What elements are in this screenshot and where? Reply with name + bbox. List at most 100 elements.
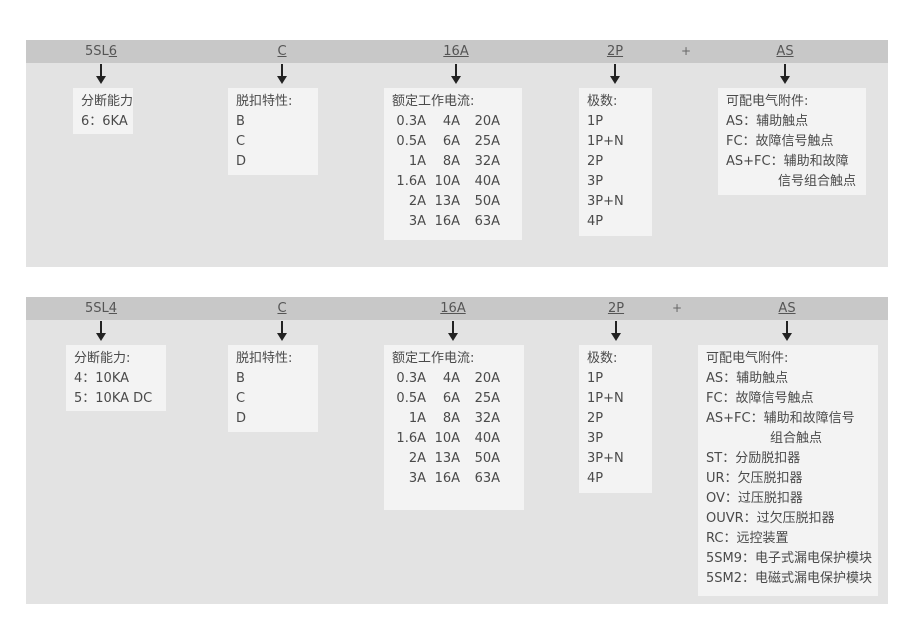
box-item: AS+FC：辅助和故障信号: [706, 411, 855, 426]
rated-current-value: 1A: [408, 411, 426, 426]
box-title: 脱扣特性:: [236, 94, 293, 109]
pole-list-box: 极数: 1P 1P+N 2P 3P 3P+N 4P: [579, 88, 652, 236]
rated-current-value: 32A: [474, 154, 500, 169]
box-item: 1P: [587, 114, 604, 129]
box-item: 3P: [587, 174, 604, 189]
rated-current-value: 8A: [442, 154, 460, 169]
curve-code-text: C: [277, 44, 287, 59]
box-item: AS+FC：辅助和故障: [726, 154, 849, 169]
box-item: C: [236, 134, 246, 149]
curve-code: C: [277, 44, 286, 59]
pole-list-box: 极数: 1P 1P+N 2P 3P 3P+N 4P: [579, 345, 652, 493]
rated-current-value: 40A: [474, 174, 500, 189]
rated-current-value: 1.6A: [396, 431, 426, 446]
model-prefix: 5SL: [84, 301, 109, 316]
rated-current-value: 20A: [474, 114, 500, 129]
model-code: 5SL6: [85, 44, 117, 59]
rated-current-value: 20A: [474, 371, 500, 386]
trip-box: 脱扣特性: B C D: [228, 345, 318, 432]
rated-current-value: 16A: [434, 214, 460, 229]
box-item: 4P: [587, 214, 604, 229]
current-code-text: 16A: [443, 44, 469, 59]
poles-code: 2P: [607, 44, 623, 59]
rated-current-table: 0.3A 4A 20A 0.5A 6A 25A 1A 8A 32A 1.6A 10A 40A 2A 13A…: [392, 369, 516, 489]
box-title: 可配电气附件:: [726, 94, 809, 109]
breaking-box: 分断能力: 4：10KA 5：10KA DC: [66, 345, 166, 411]
rated-current-value: 25A: [474, 134, 500, 149]
curve-code: C: [277, 301, 286, 316]
rated-current-value: 13A: [434, 451, 460, 466]
box-item: D: [236, 411, 247, 426]
box-item: B: [236, 371, 245, 386]
box-item: 4P: [587, 471, 604, 486]
rated-current-value: 0.3A: [396, 371, 426, 386]
current-code: 16A: [443, 44, 468, 59]
box-item: 信号组合触点: [778, 174, 857, 189]
rated-current-value: 16A: [434, 471, 460, 486]
rated-current-value: 0.5A: [396, 134, 426, 149]
current-code: 16A: [440, 301, 465, 316]
rated-current-value: 4A: [442, 371, 460, 386]
accessory-code-text: AS: [778, 301, 796, 316]
trip-box: 脱扣特性: B C D: [228, 88, 318, 175]
box-item: OV：过压脱扣器: [706, 491, 803, 506]
model-panel: 5SL6 C 16A 2P AS + 分断能力 6：6KA 脱扣特性: B C D 额定工作电流: 0.3…: [26, 40, 888, 267]
box-item: 1P+N: [587, 134, 624, 149]
acc-list-box: 可配电气附件: AS：辅助触点 FC：故障信号触点 AS+FC：辅助和故障信号 组合触点…: [698, 345, 878, 596]
breaking-box: 分断能力 6：6KA: [73, 88, 133, 134]
box-item: OUVR：过欠压脱扣器: [706, 511, 835, 526]
rated-current-value: 13A: [434, 194, 460, 209]
rated-current-value: 32A: [474, 411, 500, 426]
rated-current-value: 3A: [408, 214, 426, 229]
box-item: UR：欠压脱扣器: [706, 471, 803, 486]
box-item: 5：10KA DC: [74, 391, 153, 406]
box-item: 4：10KA: [74, 371, 130, 386]
box-item: FC：故障信号触点: [706, 391, 814, 406]
rated-current-value: 6A: [442, 391, 460, 406]
model-prefix: 5SL: [84, 44, 109, 59]
box-item: 1P+N: [587, 391, 624, 406]
box-item: ST：分励脱扣器: [706, 451, 801, 466]
accessory-code: AS: [778, 301, 795, 316]
box-item: 组合触点: [770, 431, 823, 446]
model-code: 5SL4: [85, 301, 117, 316]
box-title: 脱扣特性:: [236, 351, 293, 366]
rated-current-value: 50A: [474, 451, 500, 466]
box-title: 分断能力: [81, 94, 134, 109]
box-item: 5SM2：电磁式漏电保护模块: [706, 571, 873, 586]
rated-current-value: 10A: [434, 174, 460, 189]
poles-code-text: 2P: [606, 44, 624, 59]
box-item: C: [236, 391, 246, 406]
rated-box: 额定工作电流: 0.3A 4A 20A 0.5A 6A 25A 1A 8A 32A 1.6A 10A 4…: [384, 345, 524, 510]
box-item: B: [236, 114, 245, 129]
accessory-code-text: AS: [776, 44, 794, 59]
current-code-text: 16A: [440, 301, 466, 316]
box-item: FC：故障信号触点: [726, 134, 834, 149]
rated-current-value: 8A: [442, 411, 460, 426]
rated-current-value: 0.3A: [396, 114, 426, 129]
rated-current-value: 63A: [474, 471, 500, 486]
rated-current-value: 0.5A: [396, 391, 426, 406]
poles-code: 2P: [608, 301, 624, 316]
rated-current-value: 50A: [474, 194, 500, 209]
plus-sign: +: [671, 301, 683, 315]
model-panel: 5SL4 C 16A 2P AS + 分断能力: 4：10KA 5：10KA DC 脱扣特性: B C…: [26, 297, 888, 604]
box-item: 3P: [587, 431, 604, 446]
rated-current-value: 2A: [408, 451, 426, 466]
model-suffix: 4: [108, 301, 118, 316]
rated-title: 额定工作电流:: [392, 351, 475, 366]
poles-code-text: 2P: [607, 301, 625, 316]
rated-current-value: 1A: [408, 154, 426, 169]
rated-current-value: 10A: [434, 431, 460, 446]
box-item: 3P+N: [587, 194, 624, 209]
rated-current-table: 0.3A 4A 20A 0.5A 6A 25A 1A 8A 32A 1.6A 10A 40A 2A 13A…: [392, 112, 514, 232]
rated-current-value: 6A: [442, 134, 460, 149]
box-item: AS：辅助触点: [706, 371, 789, 386]
box-item: 5SM9：电子式漏电保护模块: [706, 551, 873, 566]
rated-current-value: 4A: [442, 114, 460, 129]
accessory-code: AS: [776, 44, 793, 59]
rated-current-value: 2A: [408, 194, 426, 209]
rated-current-value: 25A: [474, 391, 500, 406]
box-title: 极数:: [587, 351, 618, 366]
code-header-bar: 5SL4 C 16A 2P AS +: [26, 297, 888, 320]
